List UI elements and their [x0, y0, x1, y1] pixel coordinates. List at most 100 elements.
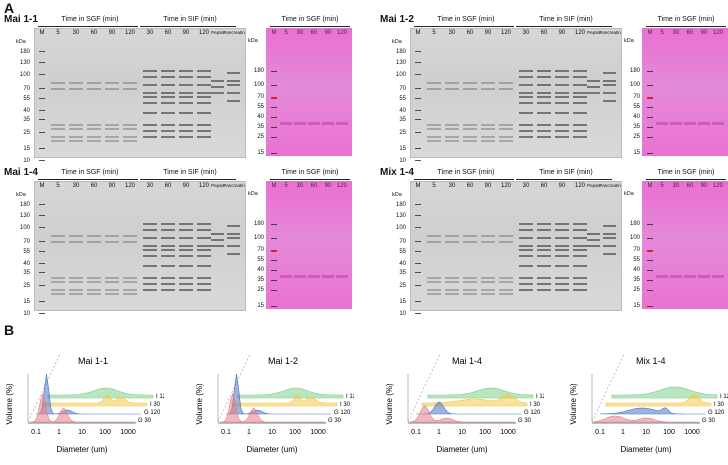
sgf-line-pink: [270, 26, 350, 27]
protein-band: [69, 277, 83, 279]
protein-band: [51, 136, 65, 138]
mw-label: 100: [629, 235, 640, 241]
ladder-band: [39, 241, 45, 242]
y-axis-label: Volume (%): [569, 383, 578, 425]
protein-band: [537, 136, 551, 138]
lane-label: 90: [558, 30, 566, 36]
ladder-band: [39, 285, 45, 286]
lane-label: 60: [466, 30, 474, 36]
lane-label: 120: [124, 183, 136, 189]
lane-labels: M 5 30 60 90 120 30 60 90 120 Pepsin Pancreatin: [34, 30, 245, 38]
pas-stained-gel: [266, 181, 352, 309]
protein-band: [143, 249, 157, 251]
protein-band: [179, 249, 193, 251]
protein-band: [105, 241, 119, 243]
protein-band: [537, 229, 551, 231]
sgf-label-pink: Time in SGF (min): [281, 16, 339, 23]
protein-band: [143, 102, 157, 104]
protein-band: [105, 82, 119, 84]
protein-band: [445, 289, 459, 291]
sgf-label-pink: Time in SGF (min): [657, 16, 715, 23]
protein-band: [555, 223, 569, 225]
ladder-band: [39, 251, 45, 252]
protein-band: [481, 82, 495, 84]
series-label: G 30: [138, 418, 152, 424]
x-tick-label: 0.1: [31, 429, 41, 436]
protein-band: [445, 277, 459, 279]
protein-band: [537, 277, 551, 279]
sif-line: [516, 179, 612, 180]
protein-band: [519, 136, 533, 138]
sif-label: Time in SIF (min): [539, 169, 593, 176]
series-label: G 120: [144, 410, 161, 416]
pancreatin-band: [603, 253, 616, 255]
mw-label: 40: [633, 114, 640, 120]
ladder-band: [647, 290, 653, 291]
kda-label: kDa: [16, 39, 26, 45]
pancreatin-band: [227, 233, 240, 235]
panel-a-letter: A: [4, 0, 15, 16]
protein-band: [445, 281, 459, 283]
protein-band: [519, 96, 533, 98]
protein-band: [51, 140, 65, 142]
mw-label: 25: [23, 283, 30, 289]
glycoprotein-band: [698, 122, 710, 125]
protein-band: [51, 124, 65, 126]
series-label: G 120: [708, 410, 725, 416]
protein-band: [179, 124, 193, 126]
pepsin-band: [587, 92, 600, 94]
protein-band: [179, 96, 193, 98]
mw-label: 130: [19, 213, 30, 219]
ladder-band: [415, 160, 421, 161]
protein-band: [197, 229, 211, 231]
protein-band: [573, 130, 587, 132]
mw-label: 25: [633, 287, 640, 293]
protein-band: [537, 124, 551, 126]
protein-band: [51, 289, 65, 291]
protein-band: [179, 102, 193, 104]
pas-stained-gel: [642, 28, 728, 156]
protein-band: [51, 281, 65, 283]
mw-label: 25: [23, 130, 30, 136]
protein-band: [87, 241, 101, 243]
protein-band: [105, 124, 119, 126]
protein-band: [481, 293, 495, 295]
gel-title: Mai 1-1: [4, 14, 38, 25]
protein-band: [573, 223, 587, 225]
protein-band: [161, 124, 175, 126]
ladder-band: [415, 74, 421, 75]
ladder-band: [415, 98, 421, 99]
protein-band: [197, 249, 211, 251]
series-ribbon: [593, 415, 699, 423]
protein-band: [51, 235, 65, 237]
protein-band: [87, 235, 101, 237]
gel-panel: Mai 1-4 Time in SGF (min) Time in SIF (min…: [4, 167, 352, 317]
protein-band: [197, 112, 211, 114]
series-label: I 120: [156, 394, 164, 400]
protein-band: [123, 140, 137, 142]
lane-label: 90: [700, 30, 708, 36]
series-label: I 120: [346, 394, 354, 400]
series-label: G 120: [524, 410, 541, 416]
sgf-label: Time in SGF (min): [437, 169, 495, 176]
sgf-label: Time in SGF (min): [437, 16, 495, 23]
protein-band: [69, 136, 83, 138]
ladder-band: [39, 88, 45, 89]
protein-band: [197, 70, 211, 72]
mw-label: 130: [395, 213, 406, 219]
protein-band: [573, 124, 587, 126]
protein-band: [105, 277, 119, 279]
x-axis-label: Diameter (um): [246, 445, 297, 454]
mw-label: 70: [257, 247, 264, 253]
lane-label: 120: [336, 30, 348, 36]
protein-band: [179, 84, 193, 86]
protein-band: [573, 237, 587, 239]
pancreatin-band: [603, 233, 616, 235]
ladder-band: [271, 290, 277, 291]
protein-band: [87, 136, 101, 138]
distribution-chart: Volume (%) I 120 I 30 G 120 G 30 0.1 1 10 100 100…: [195, 353, 354, 454]
protein-band: [161, 76, 175, 78]
protein-band: [179, 130, 193, 132]
ladder-band: [647, 127, 653, 128]
lane-label: Pancreatin: [599, 30, 621, 35]
